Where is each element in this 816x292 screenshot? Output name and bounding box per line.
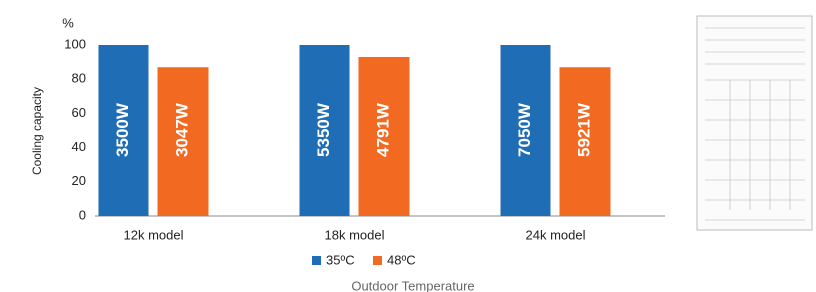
y-unit: %	[62, 15, 74, 30]
y-tick-label: 60	[72, 105, 86, 120]
chart: % Cooling capacity Outdoor Temperature 0…	[0, 0, 816, 292]
x-tick-label: 24k model	[526, 227, 586, 242]
y-tick-label: 20	[72, 173, 86, 188]
bar-text: 7050W	[515, 102, 534, 157]
document-thumbnail	[697, 16, 812, 230]
x-axis-label: Outdoor Temperature	[351, 278, 474, 292]
bar-text: 3047W	[172, 102, 191, 157]
legend-label: 35ºC	[326, 252, 355, 267]
y-tick-label: 0	[79, 207, 86, 222]
legend-label: 48ºC	[387, 252, 416, 267]
x-tick-label: 18k model	[325, 227, 385, 242]
bar-text: 4791W	[373, 102, 392, 157]
bar-text: 5921W	[574, 102, 593, 157]
x-tick-label: 12k model	[124, 227, 184, 242]
y-axis-label: Cooling capacity	[30, 87, 44, 175]
y-tick-label: 40	[72, 139, 86, 154]
y-tick-label: 80	[72, 71, 86, 86]
y-tick-label: 100	[64, 36, 86, 51]
bar-text: 3500W	[113, 102, 132, 157]
legend-swatch	[312, 256, 321, 265]
bar-text: 5350W	[314, 102, 333, 157]
legend-swatch	[373, 256, 382, 265]
